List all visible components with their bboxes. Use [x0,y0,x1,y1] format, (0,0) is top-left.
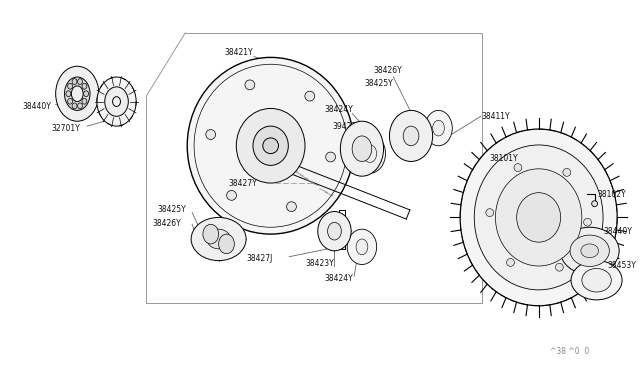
Ellipse shape [425,110,452,146]
Text: 39423Y: 39423Y [333,122,362,131]
Ellipse shape [351,136,363,155]
Ellipse shape [340,121,383,176]
Ellipse shape [348,131,367,160]
Text: 32701Y: 32701Y [52,124,81,132]
Ellipse shape [207,229,230,249]
Text: 38102Y: 38102Y [598,190,626,199]
Ellipse shape [356,239,368,255]
Ellipse shape [105,87,128,116]
Ellipse shape [591,201,598,206]
Ellipse shape [72,86,83,102]
Text: 38440Y: 38440Y [604,227,632,235]
Ellipse shape [584,218,591,226]
Text: 38426Y: 38426Y [153,219,182,228]
Ellipse shape [188,57,354,234]
Ellipse shape [82,98,87,104]
Ellipse shape [582,269,611,292]
Ellipse shape [287,202,296,212]
Ellipse shape [328,222,341,240]
Ellipse shape [84,91,88,97]
Ellipse shape [77,78,83,84]
Ellipse shape [352,136,372,161]
Ellipse shape [571,261,622,300]
Ellipse shape [570,235,609,266]
Text: 38440Y: 38440Y [22,102,51,111]
Ellipse shape [318,212,351,251]
Text: 38427Y: 38427Y [228,179,257,187]
Text: 38426Y: 38426Y [374,66,403,75]
Ellipse shape [305,91,315,101]
Ellipse shape [56,66,99,121]
Ellipse shape [72,78,77,84]
Ellipse shape [66,91,71,97]
Text: 38423Y: 38423Y [305,259,334,268]
Ellipse shape [486,209,493,217]
Ellipse shape [236,109,305,183]
Ellipse shape [507,259,515,266]
Ellipse shape [253,126,289,166]
Text: 38421Y: 38421Y [225,48,253,57]
Text: 38101Y: 38101Y [490,154,518,163]
Text: 38425Y: 38425Y [158,205,186,214]
Ellipse shape [516,193,561,242]
Ellipse shape [68,98,72,104]
Ellipse shape [514,164,522,171]
Ellipse shape [556,263,563,271]
Ellipse shape [65,77,90,110]
Ellipse shape [403,126,419,146]
Text: ^38 ^0  0: ^38 ^0 0 [550,347,589,356]
Text: 38411Y: 38411Y [482,112,510,121]
Text: 38453Y: 38453Y [607,261,636,270]
Ellipse shape [82,83,87,89]
Ellipse shape [363,145,377,163]
Ellipse shape [72,103,77,109]
Ellipse shape [348,229,377,264]
Ellipse shape [77,103,83,109]
Ellipse shape [227,190,236,200]
Ellipse shape [433,120,444,136]
Ellipse shape [191,217,246,261]
Ellipse shape [263,138,278,154]
Ellipse shape [354,134,385,173]
Ellipse shape [203,224,219,244]
Ellipse shape [326,152,335,162]
Ellipse shape [581,244,598,258]
Text: 38427J: 38427J [246,254,273,263]
Text: 38425Y: 38425Y [364,79,393,89]
Ellipse shape [474,145,603,290]
Ellipse shape [495,169,582,266]
Ellipse shape [460,129,617,306]
Ellipse shape [206,129,216,140]
Ellipse shape [97,77,136,126]
Ellipse shape [113,97,120,106]
Ellipse shape [219,234,234,254]
Text: 38424Y: 38424Y [324,274,353,283]
Text: 38424Y: 38424Y [324,105,353,114]
Ellipse shape [68,83,72,89]
Ellipse shape [563,169,571,176]
Ellipse shape [245,80,255,90]
Ellipse shape [560,227,619,275]
Ellipse shape [390,110,433,161]
